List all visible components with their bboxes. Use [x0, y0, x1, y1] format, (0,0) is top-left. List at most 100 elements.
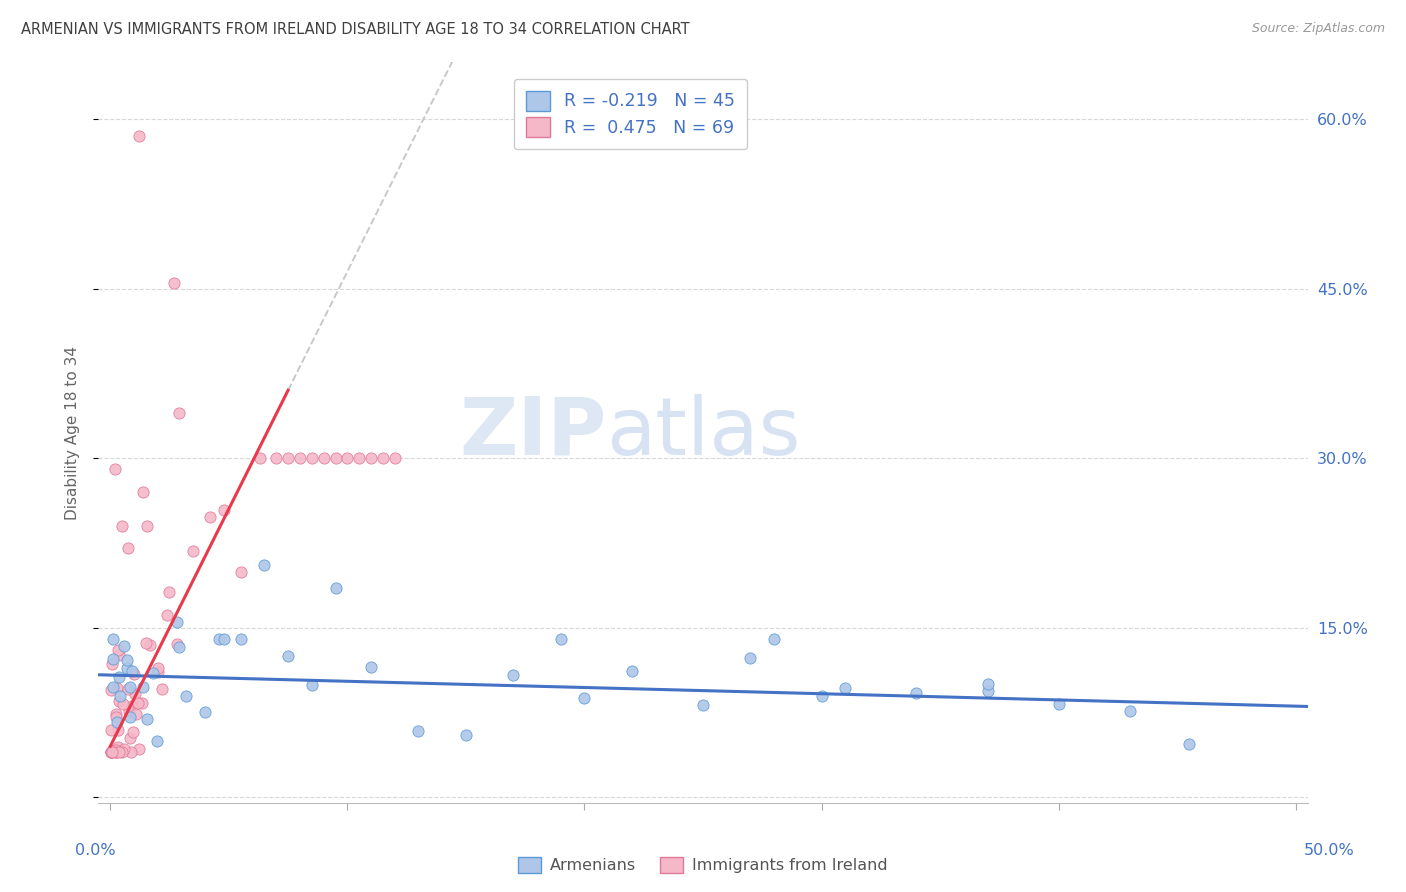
Point — [105, 681, 128, 695]
Point — [574, 690, 596, 705]
Point — [100, 745, 122, 759]
Point — [121, 665, 143, 679]
Point — [288, 451, 311, 466]
Point — [166, 637, 188, 651]
Point — [163, 276, 186, 290]
Point — [128, 128, 150, 143]
Point — [104, 745, 127, 759]
Point — [976, 684, 998, 698]
Point — [136, 519, 159, 533]
Point — [104, 743, 127, 757]
Point — [198, 509, 221, 524]
Point — [111, 745, 134, 759]
Point — [208, 632, 231, 646]
Point — [325, 451, 347, 466]
Point — [384, 451, 406, 466]
Point — [152, 681, 174, 696]
Point — [107, 694, 129, 708]
Point — [157, 584, 180, 599]
Point — [100, 657, 122, 671]
Text: ARMENIAN VS IMMIGRANTS FROM IRELAND DISABILITY AGE 18 TO 34 CORRELATION CHART: ARMENIAN VS IMMIGRANTS FROM IRELAND DISA… — [21, 22, 690, 37]
Point — [156, 608, 179, 623]
Point — [100, 745, 122, 759]
Legend: Armenians, Immigrants from Ireland: Armenians, Immigrants from Ireland — [512, 850, 894, 880]
Point — [104, 710, 127, 724]
Point — [360, 660, 382, 674]
Point — [763, 632, 786, 646]
Point — [125, 707, 148, 722]
Point — [166, 615, 188, 629]
Point — [104, 462, 127, 476]
Point — [249, 451, 271, 466]
Point — [121, 699, 143, 714]
Point — [1047, 697, 1070, 711]
Point — [104, 706, 127, 721]
Point — [100, 723, 122, 737]
Point — [115, 661, 138, 675]
Point — [121, 724, 143, 739]
Point — [360, 451, 382, 466]
Point — [181, 544, 204, 558]
Y-axis label: Disability Age 18 to 34: Disability Age 18 to 34 — [65, 345, 80, 520]
Point — [120, 745, 142, 759]
Point — [101, 680, 124, 694]
Text: Source: ZipAtlas.com: Source: ZipAtlas.com — [1251, 22, 1385, 36]
Point — [325, 581, 347, 595]
Point — [112, 639, 135, 653]
Point — [104, 743, 127, 757]
Point — [124, 687, 146, 701]
Point — [194, 705, 217, 719]
Point — [145, 734, 167, 748]
Point — [118, 704, 141, 718]
Text: atlas: atlas — [606, 393, 800, 472]
Point — [142, 665, 165, 680]
Point — [105, 714, 128, 729]
Point — [976, 677, 998, 691]
Point — [100, 745, 122, 759]
Point — [101, 632, 124, 646]
Point — [502, 668, 524, 682]
Point — [336, 451, 359, 466]
Point — [146, 661, 169, 675]
Point — [277, 648, 299, 663]
Point — [167, 406, 190, 420]
Point — [408, 724, 430, 739]
Point — [135, 636, 157, 650]
Point — [301, 678, 323, 692]
Point — [127, 696, 149, 710]
Point — [454, 728, 477, 742]
Point — [108, 745, 131, 759]
Point — [131, 681, 153, 695]
Point — [132, 485, 155, 500]
Text: 0.0%: 0.0% — [76, 843, 115, 858]
Point — [100, 745, 122, 759]
Point — [100, 683, 122, 698]
Point — [111, 697, 134, 711]
Point — [135, 712, 157, 726]
Point — [905, 686, 928, 700]
Point — [107, 739, 129, 754]
Point — [107, 643, 129, 657]
Point — [105, 745, 128, 759]
Point — [100, 745, 122, 759]
Point — [692, 698, 714, 713]
Point — [107, 723, 129, 738]
Point — [108, 690, 131, 704]
Point — [212, 632, 235, 646]
Point — [264, 451, 287, 466]
Point — [253, 558, 276, 573]
Point — [212, 503, 235, 517]
Point — [1178, 737, 1201, 751]
Point — [111, 519, 134, 533]
Point — [347, 451, 370, 466]
Point — [834, 681, 856, 695]
Point — [101, 652, 124, 666]
Point — [100, 745, 122, 759]
Point — [174, 689, 197, 703]
Point — [740, 651, 762, 665]
Point — [301, 451, 323, 466]
Point — [131, 696, 153, 710]
Point — [117, 681, 139, 696]
Point — [229, 632, 252, 646]
Point — [128, 742, 150, 756]
